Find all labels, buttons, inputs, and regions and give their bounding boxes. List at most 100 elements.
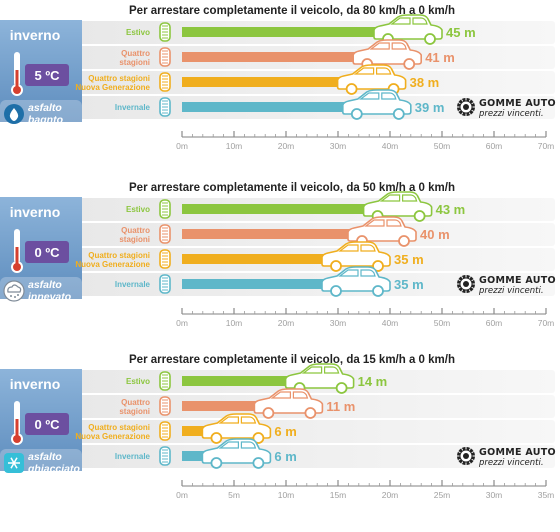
category-label: stagioni <box>119 407 150 416</box>
category-label: Nuova Generazione <box>75 83 150 92</box>
bar <box>182 229 370 239</box>
tyre-summer-icon <box>159 22 171 42</box>
car-icon <box>253 388 324 419</box>
logo-tagline: prezzi vincenti. <box>478 286 544 296</box>
value-label: 6 m <box>274 449 296 464</box>
bar <box>182 204 386 214</box>
x-tick-label: 25m <box>434 490 451 500</box>
value-label: 35 m <box>394 277 424 292</box>
category-label: Invernale <box>115 452 151 461</box>
value-label: 11 m <box>326 399 355 414</box>
x-tick-label: 60m <box>486 318 503 328</box>
tyre-allseason-icon <box>159 224 171 244</box>
logo-tagline: prezzi vincenti. <box>478 458 544 468</box>
logo-tagline: prezzi vincenti. <box>478 109 544 119</box>
x-tick-label: 10m <box>278 490 295 500</box>
category-label: Estivo <box>126 377 150 386</box>
value-label: 41 m <box>425 50 455 65</box>
x-tick-label: 50m <box>434 141 451 151</box>
bar <box>182 401 277 411</box>
chart-title: Per arrestare completamente il veicolo, … <box>129 182 455 194</box>
row-background <box>5 420 555 443</box>
chart-panel: Per arrestare completamente il veicolo, … <box>0 182 556 328</box>
bar <box>182 254 344 264</box>
x-tick-label: 10m <box>226 141 243 151</box>
category-label: Nuova Generazione <box>75 432 150 441</box>
x-tick-label: 70m <box>538 318 555 328</box>
x-tick-label: 0m <box>176 318 188 328</box>
gomme-auto-logo <box>457 447 475 465</box>
x-tick-label: 20m <box>278 141 295 151</box>
x-tick-label: 30m <box>486 490 503 500</box>
bar <box>182 376 308 386</box>
logo-text: gomme auto <box>479 98 556 109</box>
value-label: 35 m <box>394 252 424 267</box>
category-label: Quattro <box>121 49 150 58</box>
tyre-allseason-newgen-icon <box>159 249 171 269</box>
temperature-badge <box>25 64 69 86</box>
tyre-summer-icon <box>159 199 171 219</box>
category-label: Invernale <box>115 103 151 112</box>
car-icon <box>321 241 391 272</box>
thermometer-icon <box>11 401 23 445</box>
surface-label-line-1: asfalto <box>28 451 62 463</box>
x-tick-label: 40m <box>382 318 399 328</box>
gomme-auto-logo <box>457 275 475 293</box>
x-tick-label: 0m <box>176 141 188 151</box>
x-tick-label: 50m <box>434 318 451 328</box>
bar <box>182 279 344 289</box>
tyre-allseason-icon <box>159 47 171 67</box>
x-tick-label: 10m <box>226 318 243 328</box>
x-tick-label: 60m <box>486 141 503 151</box>
car-icon <box>201 413 272 444</box>
category-label: Estivo <box>126 205 150 214</box>
value-label: 39 m <box>415 100 445 115</box>
x-tick-label: 15m <box>330 490 347 500</box>
car-icon <box>341 89 412 120</box>
category-label: stagioni <box>119 235 150 244</box>
tyre-winter-icon <box>159 97 171 117</box>
chart-title: Per arrestare completamente il veicolo, … <box>129 354 455 366</box>
car-icon <box>201 438 272 469</box>
value-label: 40 m <box>420 227 450 242</box>
x-tick-label: 20m <box>278 318 295 328</box>
snow-cloud-icon <box>3 280 25 302</box>
x-tick-label: 20m <box>382 490 399 500</box>
tyre-winter-icon <box>159 274 171 294</box>
tyre-summer-icon <box>159 371 171 391</box>
temperature-label: 0 ºC <box>35 245 61 260</box>
value-label: 14 m <box>358 374 388 389</box>
temperature-label: 5 ºC <box>35 68 61 83</box>
category-label: Quattro <box>121 226 150 235</box>
x-tick-label: 5m <box>228 490 240 500</box>
thermometer-icon <box>11 229 23 273</box>
x-tick-label: 0m <box>176 490 188 500</box>
chart-title: Per arrestare completamente il veicolo, … <box>129 5 455 17</box>
surface-label-line-2: bagnto <box>28 114 64 126</box>
x-tick-label: 30m <box>330 318 347 328</box>
row-background <box>5 445 555 468</box>
tyre-allseason-newgen-icon <box>159 72 171 92</box>
temperature-badge <box>25 413 69 435</box>
tyre-allseason-newgen-icon <box>159 421 171 441</box>
value-label: 6 m <box>274 424 296 439</box>
bar <box>182 27 396 37</box>
thermometer-icon <box>11 52 23 96</box>
category-label: Quattro stagioni <box>88 423 150 432</box>
category-label: Estivo <box>126 28 150 37</box>
value-label: 43 m <box>436 202 466 217</box>
category-label: Nuova Generazione <box>75 260 150 269</box>
tyre-allseason-icon <box>159 396 171 416</box>
category-label: Quattro stagioni <box>88 251 150 260</box>
logo-text: gomme auto <box>479 447 556 458</box>
value-label: 45 m <box>446 25 476 40</box>
water-drop-icon <box>4 104 24 124</box>
temperature-label: 0 ºC <box>35 417 61 432</box>
category-label: Quattro <box>121 398 150 407</box>
chart-panel: Per arrestare completamente il veicolo, … <box>0 354 556 500</box>
car-icon <box>362 191 433 222</box>
season-label: inverno <box>10 376 61 392</box>
bar <box>182 52 376 62</box>
x-tick-label: 35m <box>538 490 555 500</box>
